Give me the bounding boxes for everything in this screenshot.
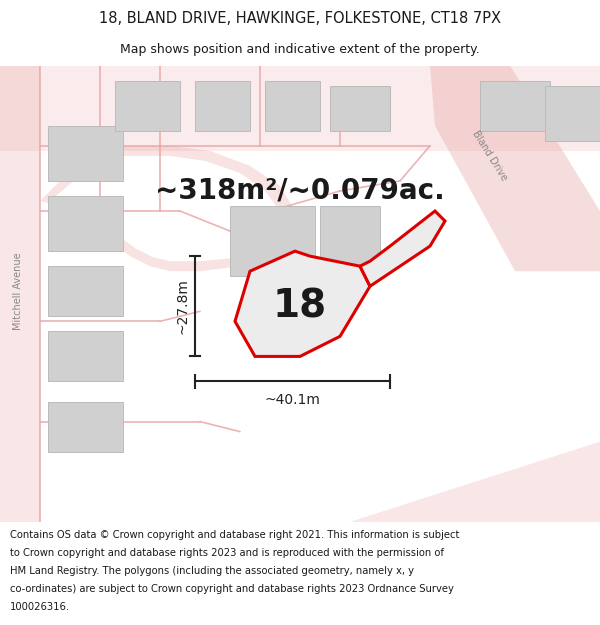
Polygon shape	[0, 66, 40, 522]
Polygon shape	[235, 251, 370, 356]
Bar	[48, 126, 123, 181]
Bar	[545, 86, 600, 141]
Polygon shape	[50, 156, 280, 261]
Bar	[320, 206, 380, 271]
Text: Bland Drive: Bland Drive	[470, 129, 509, 182]
Bar	[265, 81, 320, 131]
Text: 100026316.: 100026316.	[10, 602, 70, 612]
Bar	[48, 266, 123, 316]
Bar	[48, 331, 123, 381]
Polygon shape	[0, 66, 600, 151]
Bar	[48, 196, 123, 251]
Text: ~27.8m: ~27.8m	[176, 278, 190, 334]
Bar	[480, 81, 550, 131]
Polygon shape	[300, 442, 600, 522]
Text: HM Land Registry. The polygons (including the associated geometry, namely x, y: HM Land Registry. The polygons (includin…	[10, 566, 414, 576]
Text: Contains OS data © Crown copyright and database right 2021. This information is : Contains OS data © Crown copyright and d…	[10, 530, 460, 540]
Text: ~40.1m: ~40.1m	[265, 392, 320, 406]
Text: ~318m²/~0.079ac.: ~318m²/~0.079ac.	[155, 177, 445, 205]
Bar	[230, 206, 315, 276]
Bar	[115, 81, 180, 131]
Text: 18, BLAND DRIVE, HAWKINGE, FOLKESTONE, CT18 7PX: 18, BLAND DRIVE, HAWKINGE, FOLKESTONE, C…	[99, 11, 501, 26]
Text: to Crown copyright and database rights 2023 and is reproduced with the permissio: to Crown copyright and database rights 2…	[10, 548, 444, 558]
Text: Map shows position and indicative extent of the property.: Map shows position and indicative extent…	[120, 42, 480, 56]
Text: co-ordinates) are subject to Crown copyright and database rights 2023 Ordnance S: co-ordinates) are subject to Crown copyr…	[10, 584, 454, 594]
Polygon shape	[360, 211, 445, 286]
Bar	[195, 81, 250, 131]
Bar	[48, 401, 123, 452]
Polygon shape	[40, 146, 295, 271]
Polygon shape	[430, 66, 600, 271]
Text: 18: 18	[273, 288, 327, 325]
Bar	[330, 86, 390, 131]
Text: Mitchell Avenue: Mitchell Avenue	[13, 253, 23, 330]
